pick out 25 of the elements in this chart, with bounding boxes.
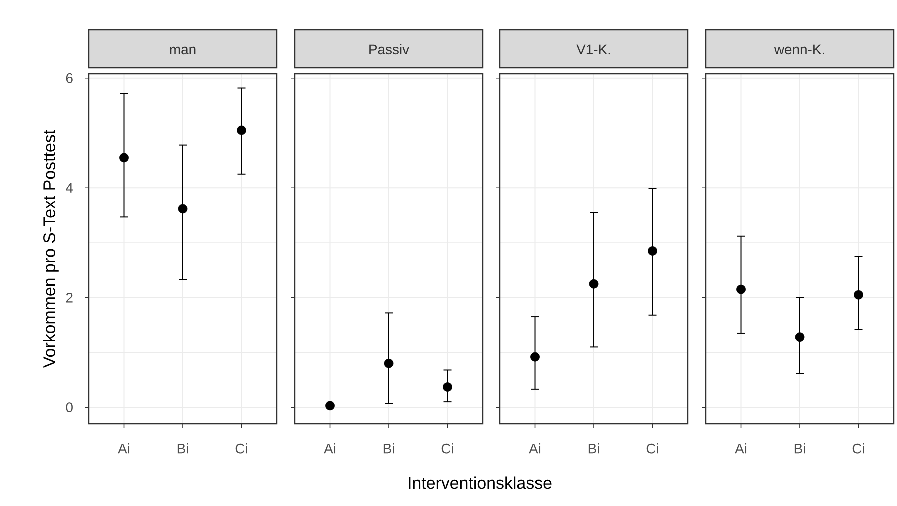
- point: [237, 126, 246, 136]
- y-tick-label: 2: [66, 292, 73, 303]
- chart-title: Passiv: [370, 44, 410, 55]
- x-tick-label: Bi: [794, 444, 806, 454]
- y-tick-label: 0: [66, 402, 73, 412]
- y-axis-title: Vorkommen pro S-Text Posttest: [43, 130, 59, 368]
- y-tick-label: 4: [66, 183, 74, 193]
- x-tick-label: Ai: [735, 444, 747, 454]
- x-tick-label: Ci: [236, 444, 248, 454]
- x-tick-label: Ai: [324, 444, 336, 454]
- point: [120, 153, 129, 163]
- chart-title: V1-K.: [576, 44, 610, 55]
- x-tick-label: Ci: [442, 444, 454, 454]
- x-tick-label: Bi: [178, 444, 188, 454]
- x-tick-label: Ai: [118, 444, 130, 454]
- chart-title: man: [170, 46, 196, 55]
- chart-title: wenn-K.: [774, 44, 824, 55]
- point: [178, 204, 188, 214]
- x-tick-label: Ci: [852, 444, 864, 454]
- y-tick-label: 6: [66, 73, 73, 84]
- x-tick-label: Ai: [529, 444, 541, 454]
- x-tick-label: Bi: [384, 444, 394, 454]
- x-axis-title: Interventionsklasse: [409, 476, 552, 490]
- x-tick-label: Bi: [588, 444, 600, 454]
- x-tick-label: Ci: [646, 444, 658, 454]
